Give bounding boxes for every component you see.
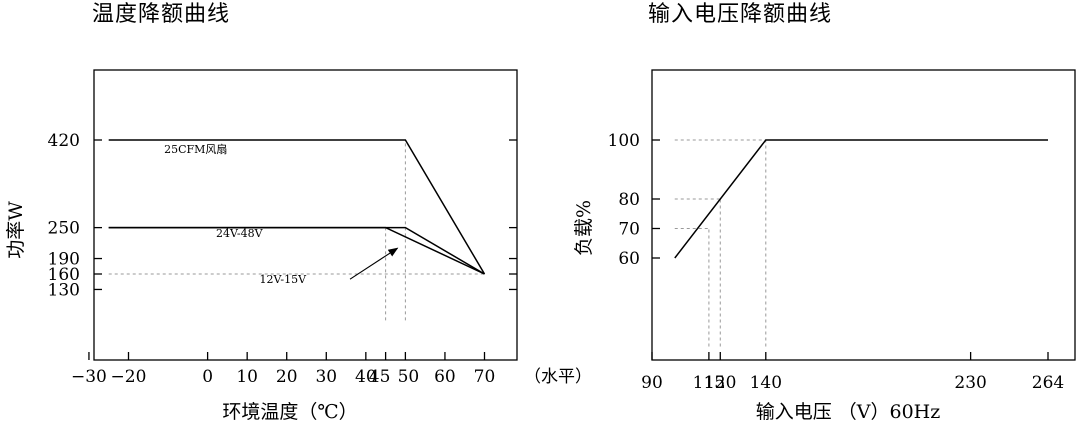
plot-frame-voltage: [651, 69, 1076, 361]
x-unit-label-temperature: （水平）: [524, 367, 592, 387]
y-axis-title-voltage: 负载%: [573, 200, 595, 256]
y-tick-label-temperature: 130: [48, 280, 80, 300]
x-axis-title-temperature: 环境温度（℃）: [222, 401, 357, 423]
y-tick-label-temperature: 250: [48, 219, 80, 239]
x-tick-label-voltage: 140: [750, 373, 782, 393]
x-tick-label-temperature: 10: [236, 367, 258, 387]
x-tick-label-temperature: 40: [355, 367, 377, 387]
chart-title-temperature: 温度降额曲线: [92, 2, 231, 27]
series-annotation-temperature-1: 24V-48V: [216, 227, 264, 240]
y-axis-title-temperature: 功率W: [5, 201, 27, 259]
x-tick-label-temperature: −20: [111, 367, 147, 387]
x-axis-title-voltage: 输入电压 （V）60Hz: [756, 401, 941, 423]
x-tick-label-temperature: 60: [434, 367, 456, 387]
y-tick-label-voltage: 70: [618, 220, 640, 240]
plot-frame-temperature: [93, 69, 518, 361]
series-annotation-temperature-2: 12V-15V: [259, 273, 307, 286]
series-line-temperature-2: [108, 226, 485, 275]
series-annotation-temperature-0: 25CFM风扇: [164, 142, 227, 156]
y-tick-label-temperature: 160: [48, 265, 80, 285]
y-tick-label-temperature: 190: [48, 250, 80, 270]
y-tick-label-voltage: 60: [618, 249, 640, 269]
x-tick-label-temperature: 45: [369, 367, 391, 387]
x-tick-label-temperature: 30: [315, 367, 337, 387]
x-tick-label-temperature: 50: [398, 367, 420, 387]
x-tick-label-voltage: 120: [704, 373, 736, 393]
x-tick-label-temperature: 0: [202, 367, 213, 387]
y-tick-label-temperature: 420: [48, 131, 80, 151]
series-line-temperature-0: [108, 139, 486, 275]
x-tick-label-temperature: −30: [71, 367, 107, 387]
chart-title-voltage: 输入电压降额曲线: [648, 2, 833, 27]
x-tick-label-temperature: 20: [276, 367, 298, 387]
x-tick-label-temperature: 70: [474, 367, 496, 387]
series-line-temperature-1: [108, 226, 485, 275]
x-tick-label-voltage: 115: [693, 373, 725, 393]
x-tick-label-voltage: 264: [1032, 373, 1064, 393]
y-tick-label-voltage: 100: [608, 131, 640, 151]
series-line-voltage-0: [674, 139, 1048, 259]
x-tick-label-voltage: 230: [954, 373, 986, 393]
annotation-arrow-temperature: [349, 247, 399, 280]
x-tick-label-voltage: 90: [641, 373, 663, 393]
y-tick-label-voltage: 80: [618, 190, 640, 210]
